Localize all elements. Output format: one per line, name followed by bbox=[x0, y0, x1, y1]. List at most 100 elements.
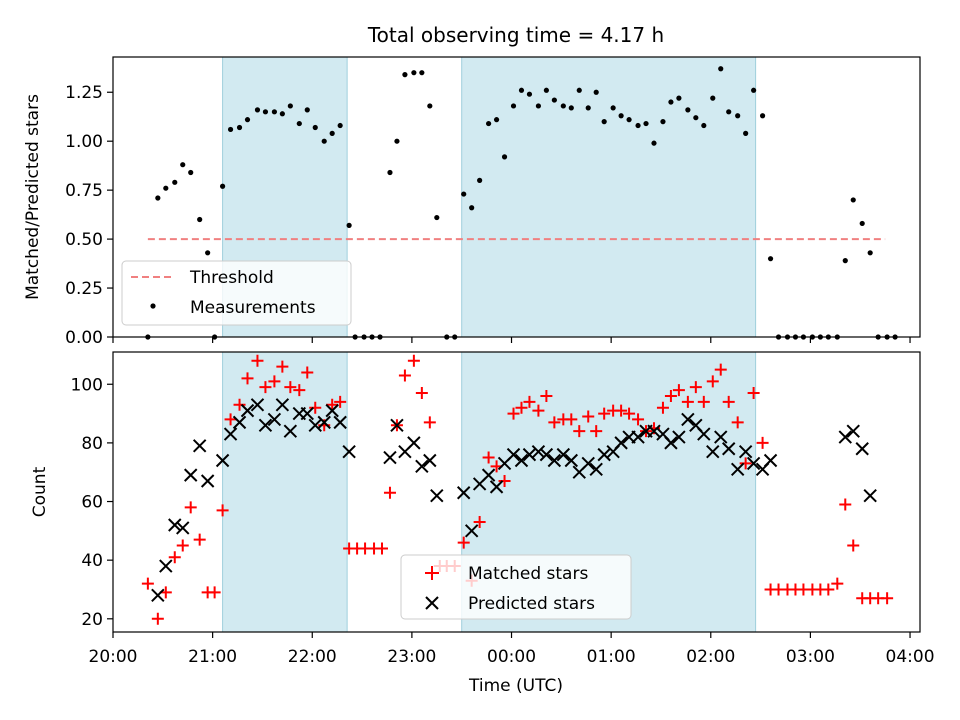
legend-matched-swatch bbox=[425, 566, 439, 580]
matched-star-point bbox=[681, 395, 694, 408]
measurement-point bbox=[635, 122, 641, 129]
predicted-star-point bbox=[714, 430, 728, 444]
measurement-point bbox=[526, 91, 533, 97]
measurement-point bbox=[510, 103, 517, 109]
measurement-point bbox=[576, 87, 582, 93]
predicted-star-point bbox=[423, 453, 437, 468]
measurement-point bbox=[346, 222, 352, 228]
measurement-point bbox=[610, 105, 616, 111]
matched-star-point bbox=[664, 389, 677, 402]
matched-star-point bbox=[632, 413, 645, 426]
legend-measurement-label: Measurements bbox=[190, 298, 316, 318]
measurement-point bbox=[461, 191, 467, 197]
predicted-star-point bbox=[697, 427, 711, 441]
count-y-tick-label: 40 bbox=[81, 551, 103, 571]
measurement-point bbox=[560, 103, 566, 109]
matched-star-point bbox=[689, 381, 702, 394]
ratio-y-tick-label: 1.25 bbox=[65, 83, 103, 103]
matched-star-point bbox=[697, 395, 710, 408]
matched-star-point bbox=[376, 542, 388, 555]
count-y-ticks: 20 40 60 80 100 bbox=[71, 375, 113, 630]
measurement-point bbox=[593, 89, 599, 95]
matched-star-point bbox=[309, 401, 322, 414]
predicted-star-point bbox=[464, 524, 479, 538]
measurement-point bbox=[751, 87, 757, 93]
matched-star-point bbox=[193, 533, 206, 546]
matched-star-point bbox=[498, 475, 511, 488]
matched-star-point bbox=[731, 416, 744, 429]
predicted-star-point bbox=[300, 406, 314, 421]
measurement-point bbox=[188, 169, 194, 176]
predicted-star-point bbox=[631, 430, 645, 444]
x-tick-label: 02:00 bbox=[686, 647, 735, 667]
predicted-star-point bbox=[267, 412, 282, 427]
measurement-point bbox=[394, 138, 400, 144]
matched-star-point bbox=[259, 381, 272, 394]
predicted-star-point bbox=[763, 453, 778, 468]
predicted-star-point bbox=[390, 418, 404, 433]
predicted-star-point bbox=[556, 447, 571, 462]
matched-star-point bbox=[598, 407, 611, 420]
predicted-star-point bbox=[547, 453, 562, 468]
predicted-star-point bbox=[846, 424, 860, 438]
predicted-stars-points bbox=[151, 398, 877, 603]
measurement-point bbox=[296, 120, 302, 127]
matched-star-point bbox=[739, 457, 752, 470]
predicted-star-point bbox=[838, 430, 852, 444]
measurement-point bbox=[262, 109, 269, 115]
legend-matched-label: Matched stars bbox=[468, 564, 588, 584]
predicted-star-point bbox=[415, 459, 429, 474]
matched-star-point bbox=[326, 398, 339, 411]
legend-predicted-label: Predicted stars bbox=[468, 594, 595, 614]
measurement-point bbox=[618, 113, 624, 119]
predicted-star-point bbox=[863, 488, 877, 503]
measurement-point bbox=[411, 70, 417, 76]
measurement-point bbox=[842, 258, 848, 264]
matched-star-point bbox=[241, 372, 254, 385]
measurement-point bbox=[626, 117, 632, 123]
predicted-star-point bbox=[176, 521, 190, 535]
measurement-point bbox=[693, 115, 699, 121]
matched-star-point bbox=[722, 395, 735, 408]
measurement-point bbox=[469, 205, 475, 211]
predicted-star-point bbox=[531, 444, 546, 459]
matched-star-point bbox=[881, 592, 894, 605]
x-tick-label: 20:00 bbox=[89, 647, 138, 667]
predicted-star-point bbox=[168, 518, 182, 532]
matched-star-point bbox=[822, 583, 835, 596]
matched-star-point bbox=[334, 395, 347, 408]
predicted-star-point bbox=[240, 403, 255, 418]
count-y-tick-label: 80 bbox=[81, 434, 103, 454]
matched-star-point bbox=[208, 586, 221, 599]
shaded-interval bbox=[222, 351, 348, 633]
count-legend: Matched stars Predicted stars bbox=[400, 554, 632, 620]
predicted-star-point bbox=[184, 468, 198, 482]
measurement-point bbox=[287, 103, 293, 109]
predicted-star-point bbox=[192, 439, 207, 453]
measurement-point bbox=[486, 120, 492, 127]
matched-star-point bbox=[268, 375, 281, 388]
measurement-point bbox=[668, 99, 674, 105]
predicted-star-point bbox=[706, 444, 720, 459]
matched-star-point bbox=[507, 407, 520, 420]
matched-star-point bbox=[656, 401, 669, 414]
predicted-star-point bbox=[383, 450, 397, 465]
matched-star-point bbox=[523, 395, 536, 408]
measurement-point bbox=[601, 119, 607, 125]
measurement-point bbox=[419, 70, 425, 76]
predicted-star-point bbox=[151, 588, 165, 603]
measurement-point bbox=[676, 95, 682, 101]
count-y-tick-label: 100 bbox=[71, 375, 103, 395]
measurement-point bbox=[850, 197, 856, 203]
matched-star-point bbox=[301, 366, 314, 379]
measurement-point bbox=[743, 130, 749, 136]
legend-threshold-label: Threshold bbox=[189, 268, 274, 288]
measurement-point bbox=[172, 179, 178, 185]
matched-star-point bbox=[515, 401, 528, 414]
ratio-y-ticks: 0.00 0.25 0.50 0.75 1.00 1.25 bbox=[65, 83, 113, 348]
matched-stars-points bbox=[141, 354, 894, 625]
measurement-point bbox=[685, 107, 691, 113]
count-x-ticks: 20:00 21:00 22:00 23:00 00:00 01:00 02:00 03:00… bbox=[89, 632, 935, 667]
shaded-intervals bbox=[222, 56, 757, 338]
